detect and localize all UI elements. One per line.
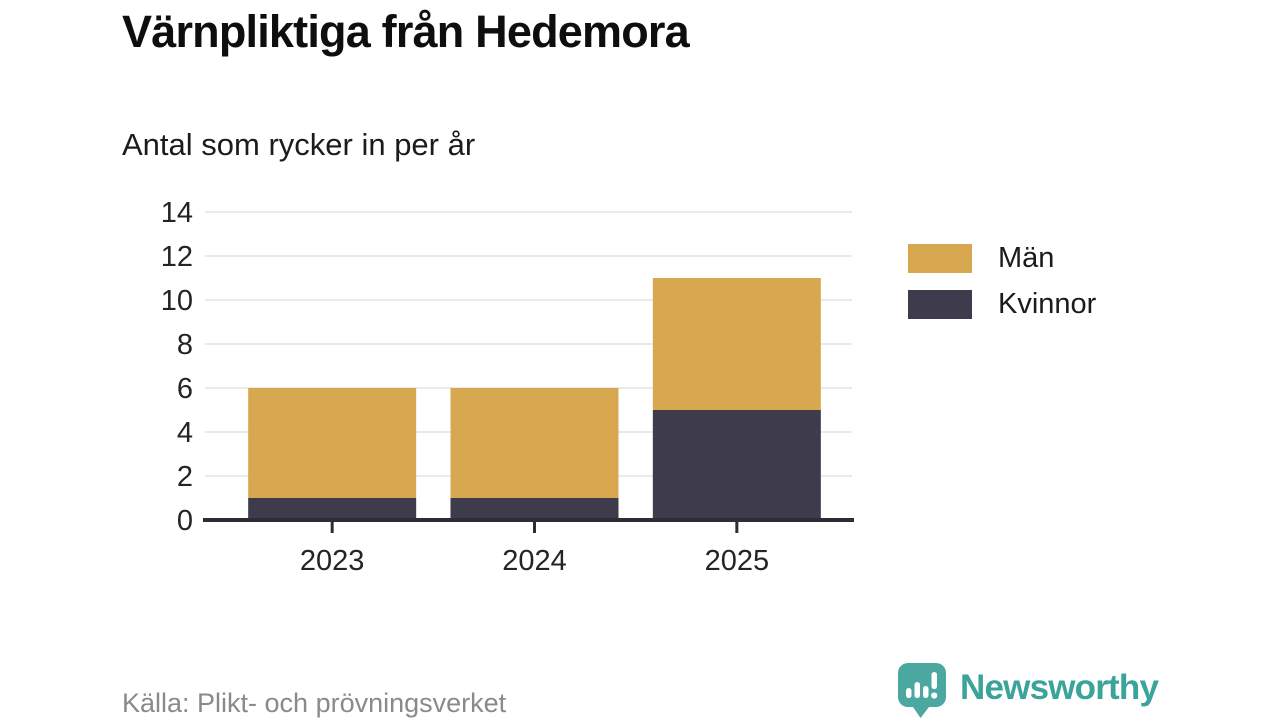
- x-tick-label: 2024: [502, 545, 567, 577]
- y-tick-label: 6: [177, 373, 193, 405]
- legend-item-kvinnor: Kvinnor: [908, 289, 1096, 319]
- bar-segment-kvinnor-2023: [248, 498, 417, 520]
- newsworthy-logo: Newsworthy: [896, 661, 1159, 719]
- y-tick-label: 10: [161, 285, 193, 317]
- legend-label-kvinnor: Kvinnor: [998, 288, 1097, 320]
- chart-subtitle: Antal som rycker in per år: [122, 127, 476, 162]
- bar-segment-män-2025: [652, 278, 821, 410]
- stacked-bar-chart: 2023 2024 2025 0 2 4 6 8 10 12 14: [161, 197, 854, 577]
- source-note: Källa: Plikt- och prövningsverket: [122, 688, 507, 718]
- legend-label-man: Män: [998, 242, 1055, 274]
- bar-segment-män-2024: [450, 388, 619, 498]
- x-tick-label: 2025: [705, 545, 770, 577]
- legend-swatch-man: [908, 243, 972, 273]
- bar-segment-män-2023: [248, 388, 417, 498]
- newsworthy-bubble-chart-icon: [898, 663, 946, 718]
- y-tick-label: 0: [177, 505, 193, 537]
- legend: Män Kvinnor: [908, 243, 1096, 335]
- bar-segment-kvinnor-2024: [450, 498, 619, 520]
- bar-segment-kvinnor-2025: [652, 410, 821, 520]
- y-tick-label: 14: [161, 197, 193, 229]
- page-title: Värnpliktiga från Hedemora: [122, 6, 690, 57]
- y-tick-label: 2: [177, 461, 193, 493]
- y-tick-label: 4: [177, 417, 193, 449]
- newsworthy-wordmark: Newsworthy: [960, 668, 1159, 707]
- y-tick-label: 12: [161, 241, 193, 273]
- legend-swatch-kvinnor: [908, 289, 972, 319]
- x-tick-label: 2023: [300, 545, 365, 577]
- legend-item-man: Män: [908, 243, 1096, 273]
- y-tick-label: 8: [177, 329, 193, 361]
